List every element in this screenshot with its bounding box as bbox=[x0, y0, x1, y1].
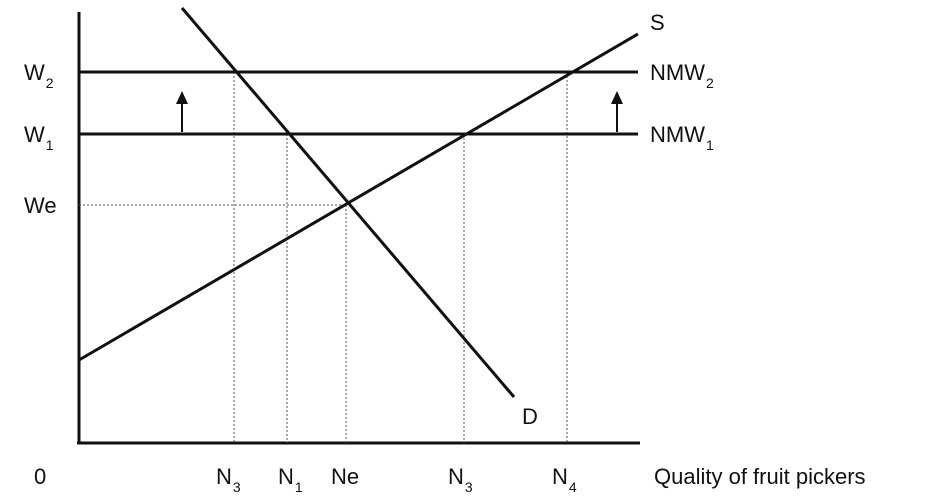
label-nmw2: NMW2 bbox=[650, 60, 714, 91]
arrow-up-icon bbox=[611, 91, 623, 104]
label-supply: S bbox=[650, 10, 665, 35]
label-n4: N4 bbox=[552, 464, 577, 495]
label-w2: W2 bbox=[24, 60, 54, 91]
label-we: We bbox=[24, 193, 57, 218]
demand-curve bbox=[180, 7, 516, 398]
label-n1: N1 bbox=[278, 464, 303, 495]
label-origin: 0 bbox=[34, 464, 46, 489]
label-n3-left: N3 bbox=[216, 464, 241, 495]
label-n3-right: N3 bbox=[448, 464, 473, 495]
label-w1: W1 bbox=[24, 122, 54, 153]
supply-curve bbox=[78, 32, 639, 362]
x-axis-title: Quality of fruit pickers bbox=[654, 464, 866, 489]
label-ne: Ne bbox=[331, 464, 359, 489]
label-nmw1: NMW1 bbox=[650, 122, 714, 153]
arrow-up-icon bbox=[176, 91, 188, 104]
label-demand: D bbox=[522, 404, 538, 429]
